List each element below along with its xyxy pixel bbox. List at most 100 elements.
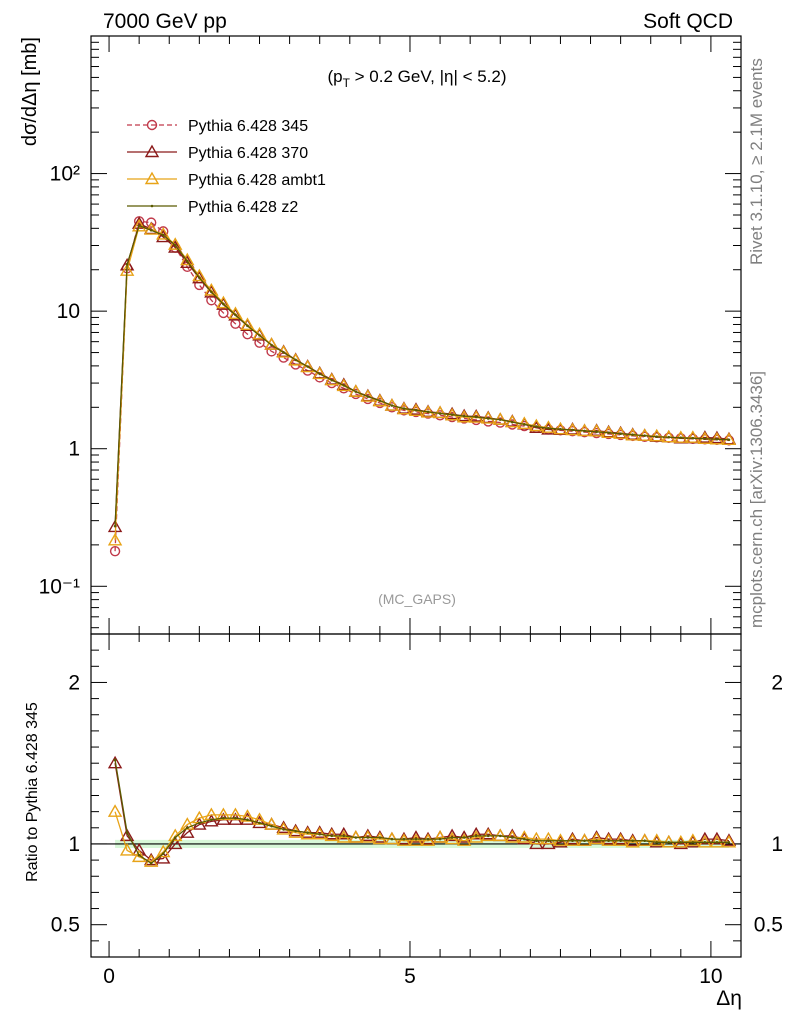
main-panel: 10⁻¹ 1 10 10² [39, 35, 742, 957]
ratio-point-pythia-6-428-z2 [571, 839, 574, 843]
ratio-point-pythia-6-428-z2 [402, 837, 406, 841]
point-pythia-6-428-z2 [450, 413, 454, 416]
ratio-point-pythia-6-428-ambt1 [625, 834, 640, 848]
ratio-point-pythia-6-428-370 [336, 826, 351, 840]
ratio-line-pythia-6-428-370 [114, 763, 730, 861]
ratio-point-pythia-6-428-z2 [149, 862, 153, 865]
ratio-point-pythia-6-428-ambt1 [709, 834, 725, 848]
ratio-series [91, 755, 741, 867]
point-pythia-6-428-z2 [270, 343, 273, 347]
ratio-point-pythia-6-428-ambt1 [481, 828, 496, 842]
point-pythia-6-428-z2 [547, 426, 550, 430]
source-label: mcplots.cern.ch [arXiv:1306.3436] [747, 371, 766, 628]
point-pythia-6-428-z2 [402, 407, 406, 410]
ratio-point-pythia-6-428-z2 [426, 837, 430, 841]
ratio-point-pythia-6-428-370 [444, 828, 460, 842]
point-pythia-6-428-z2 [486, 417, 490, 420]
ratio-point-pythia-6-428-370 [481, 826, 496, 840]
point-pythia-6-428-ambt1 [204, 282, 219, 296]
legend-marker-pythia-6-428-ambt1 [144, 171, 160, 185]
point-pythia-6-428-ambt1 [589, 423, 604, 437]
ratio-tick-label-right: 1 [771, 833, 783, 856]
point-pythia-6-428-z2 [571, 428, 574, 432]
legend-marker-pythia-6-428-370 [144, 144, 160, 158]
ratio-point-pythia-6-428-z2 [595, 839, 598, 843]
ratio-point-pythia-6-428-ambt1 [119, 842, 135, 856]
point-pythia-6-428-ambt1 [336, 378, 351, 392]
point-pythia-6-428-ambt1 [372, 393, 388, 407]
point-pythia-6-428-z2 [498, 418, 502, 421]
ratio-point-pythia-6-428-370 [156, 851, 171, 864]
ratio-point-pythia-6-428-ambt1 [553, 833, 568, 846]
ratio-point-pythia-6-428-ambt1 [107, 804, 123, 817]
ratio-point-pythia-6-428-ambt1 [360, 830, 376, 843]
ratio-point-pythia-6-428-370 [408, 830, 424, 843]
point-pythia-6-428-z2 [318, 372, 322, 376]
point-pythia-6-428-z2 [342, 384, 346, 387]
ratio-point-pythia-6-428-ambt1 [131, 849, 147, 863]
ratio-tick-label-right: 0.5 [754, 914, 783, 937]
point-pythia-6-428-370 [204, 285, 219, 298]
ratio-point-pythia-6-428-z2 [679, 841, 683, 844]
point-pythia-6-428-ambt1 [517, 416, 532, 429]
point-pythia-6-428-z2 [258, 334, 261, 337]
point-pythia-6-428-ambt1 [300, 359, 315, 373]
point-pythia-6-428-z2 [210, 290, 213, 294]
header-right: Soft QCD [643, 10, 733, 33]
x-axis-label: Δη [716, 987, 742, 1010]
ratio-point-pythia-6-428-370 [468, 826, 484, 840]
point-pythia-6-428-z2 [667, 435, 671, 439]
x-tick-label: 0 [103, 965, 115, 988]
point-pythia-6-428-z2 [222, 302, 225, 306]
ratio-point-pythia-6-428-ambt1 [697, 834, 713, 848]
ratio-point-pythia-6-428-370 [553, 834, 568, 848]
point-pythia-6-428-345 [206, 295, 217, 306]
ratio-point-pythia-6-428-z2 [559, 839, 562, 843]
point-pythia-6-428-z2 [619, 432, 622, 436]
legend-marker-pythia-6-428-z2 [150, 204, 154, 208]
point-pythia-6-428-370 [216, 297, 231, 310]
point-pythia-6-428-z2 [643, 434, 647, 437]
ratio-line-pythia-6-428-ambt1 [114, 811, 729, 863]
point-pythia-6-428-z2 [137, 224, 141, 227]
series-line-pythia-6-428-345 [114, 220, 729, 552]
point-pythia-6-428-z2 [583, 429, 586, 433]
ratio-point-pythia-6-428-z2 [438, 837, 442, 841]
ratio-point-pythia-6-428-370 [396, 831, 412, 845]
point-pythia-6-428-ambt1 [264, 337, 279, 350]
point-pythia-6-428-370 [228, 307, 243, 321]
ratio-point-pythia-6-428-370 [180, 825, 195, 838]
point-pythia-6-428-z2 [655, 435, 659, 439]
ratio-point-pythia-6-428-z2 [234, 816, 237, 820]
ratio-tick-label: 1 [68, 833, 80, 856]
point-pythia-6-428-z2 [246, 324, 249, 328]
point-pythia-6-428-z2 [438, 412, 442, 415]
point-pythia-6-428-z2 [523, 423, 526, 426]
ratio-point-pythia-6-428-ambt1 [420, 833, 436, 846]
point-pythia-6-428-ambt1 [180, 252, 195, 266]
point-pythia-6-428-370 [180, 255, 195, 268]
ratio-point-pythia-6-428-z2 [631, 839, 634, 843]
point-pythia-6-428-z2 [510, 420, 514, 424]
legend-label-pythia-6-428-345: Pythia 6.428 345 [188, 118, 308, 135]
point-pythia-6-428-z2 [282, 351, 285, 354]
point-pythia-6-428-ambt1 [685, 430, 701, 443]
ratio-line-pythia-6-428-z2 [114, 759, 729, 865]
point-pythia-6-428-ambt1 [276, 344, 291, 358]
ratio-point-pythia-6-428-ambt1 [685, 833, 701, 846]
series-line-pythia-6-428-ambt1 [114, 225, 729, 541]
x-tick-label: 5 [404, 965, 416, 988]
point-pythia-6-428-z2 [474, 415, 478, 419]
ratio-point-pythia-6-428-ambt1 [649, 833, 664, 846]
ratio-point-pythia-6-428-z2 [691, 841, 695, 844]
point-pythia-6-428-z2 [234, 313, 237, 317]
ratio-point-pythia-6-428-370 [372, 830, 388, 843]
ratio-point-pythia-6-428-ambt1 [601, 833, 616, 846]
point-pythia-6-428-z2 [330, 378, 334, 382]
point-pythia-6-428-z2 [631, 433, 634, 436]
ratio-point-pythia-6-428-z2 [222, 816, 225, 820]
ratio-point-pythia-6-428-z2 [294, 829, 297, 833]
ratio-tick-label-right: 2 [771, 671, 783, 694]
ratio-point-pythia-6-428-z2 [210, 818, 213, 822]
ratio-panel: 0 5 10 0.5 0.5 1 1 2 2 [51, 633, 783, 988]
